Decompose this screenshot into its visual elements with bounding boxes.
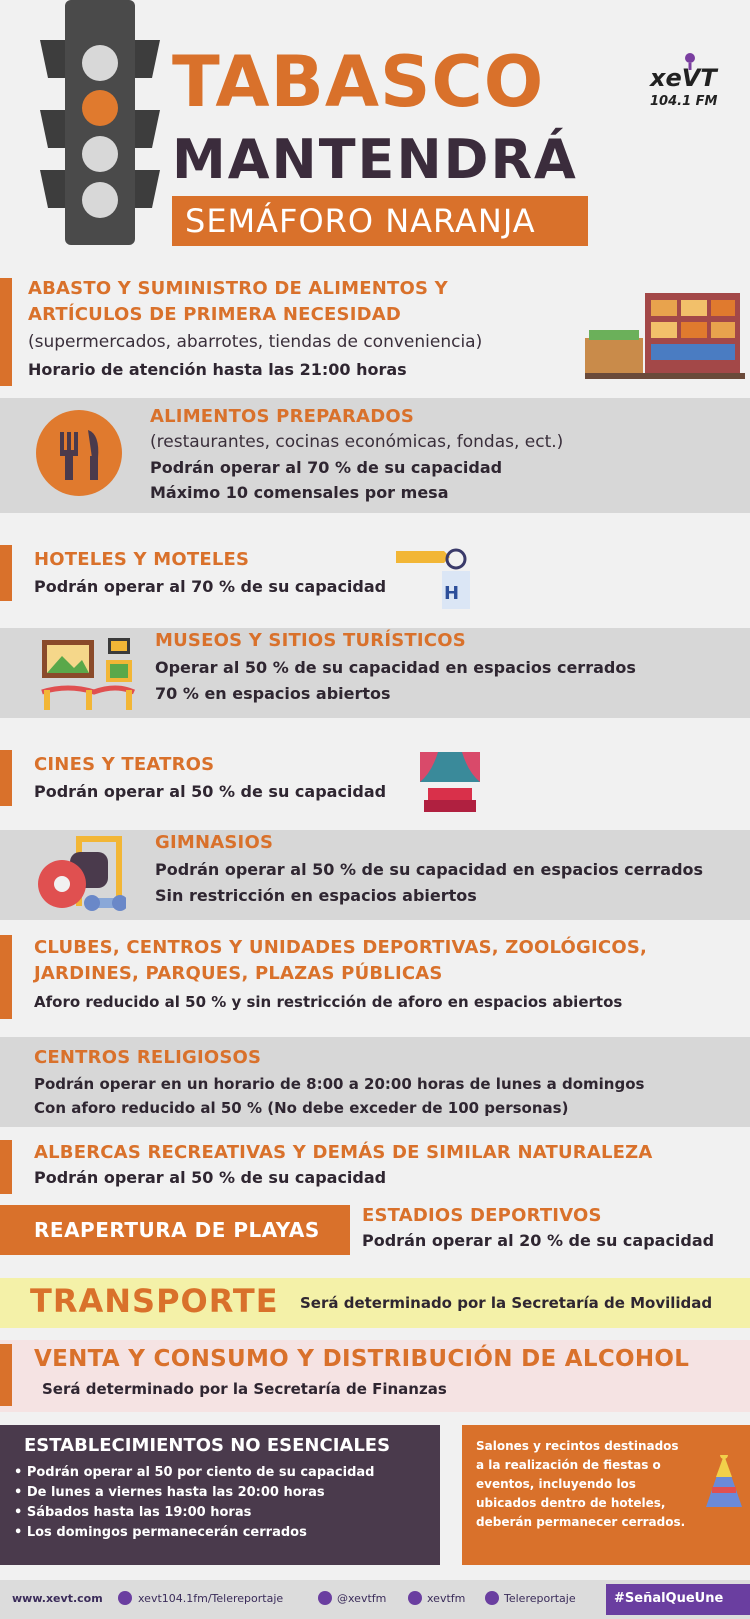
transporte-title: TRANSPORTE	[30, 1282, 279, 1320]
alcohol-title: VENTA Y CONSUMO Y DISTRIBUCIÓN DE ALCOHO…	[34, 1346, 690, 1372]
playas-banner	[0, 1205, 350, 1255]
no-esenciales-item: • Sábados hasta las 19:00 horas	[14, 1505, 252, 1520]
gimnasios-note2: Sin restricción en espacios abiertos	[155, 886, 477, 905]
footer-facebook[interactable]: xevt104.1fm/Telereportaje	[138, 1592, 284, 1605]
footer-youtube[interactable]: Telereportaje	[504, 1592, 576, 1605]
abasto-title1: ABASTO Y SUMINISTRO DE ALIMENTOS Y	[28, 278, 448, 299]
twitter-icon	[318, 1591, 332, 1605]
alimentos-title: ALIMENTOS PREPARADOS	[150, 406, 414, 427]
section-museos: MUSEOS Y SITIOS TURÍSTICOS Operar al 50 …	[0, 628, 750, 718]
salones-line4: ubicados dentro de hoteles,	[476, 1496, 666, 1510]
hotel-tag-letter: H	[444, 583, 460, 604]
accent-bar	[0, 1344, 12, 1406]
alimentos-note1: Podrán operar al 70 % de su capacidad	[150, 458, 503, 477]
religiosos-note2: Con aforo reducido al 50 % (No debe exce…	[34, 1099, 569, 1117]
section-no-esenciales: ESTABLECIMIENTOS NO ESENCIALES • Podrán …	[0, 1425, 440, 1565]
youtube-icon	[485, 1591, 499, 1605]
albercas-title: ALBERCAS RECREATIVAS Y DEMÁS DE SIMILAR …	[34, 1142, 653, 1163]
section-gimnasios: GIMNASIOS Podrán operar al 50 % de su ca…	[0, 830, 750, 920]
salones-line1: Salones y recintos destinados	[476, 1439, 679, 1453]
section-alcohol: VENTA Y CONSUMO Y DISTRIBUCIÓN DE ALCOHO…	[0, 1340, 750, 1412]
religiosos-title: CENTROS RELIGIOSOS	[34, 1047, 262, 1068]
section-abasto: ABASTO Y SUMINISTRO DE ALIMENTOS Y ARTÍC…	[0, 270, 750, 390]
accent-bar	[0, 750, 12, 806]
instagram-icon	[408, 1591, 422, 1605]
grocery-store-icon	[585, 288, 745, 383]
footer-website[interactable]: www.xevt.com	[12, 1592, 103, 1605]
no-esenciales-item: • Los domingos permanecerán cerrados	[14, 1525, 307, 1540]
albercas-note: Podrán operar al 50 % de su capacidad	[34, 1168, 387, 1187]
footer-twitter[interactable]: @xevtfm	[337, 1592, 387, 1605]
hotel-tag-icon	[396, 543, 476, 615]
party-hat-icon	[702, 1451, 746, 1515]
abasto-title2: ARTÍCULOS DE PRIMERA NECESIDAD	[28, 304, 402, 325]
accent-bar	[0, 545, 12, 601]
estadios-note: Podrán operar al 20 % de su capacidad	[362, 1231, 715, 1250]
museos-title: MUSEOS Y SITIOS TURÍSTICOS	[155, 630, 466, 651]
museum-icon	[38, 638, 138, 712]
section-clubes: CLUBES, CENTROS Y UNIDADES DEPORTIVAS, Z…	[0, 935, 750, 1025]
footer: www.xevt.com xevt104.1fm/Telereportaje @…	[0, 1580, 750, 1619]
title-line1: TABASCO	[172, 41, 545, 123]
no-esenciales-title: ESTABLECIMIENTOS NO ESENCIALES	[24, 1435, 391, 1456]
no-esenciales-item: • De lunes a viernes hasta las 20:00 hor…	[14, 1485, 325, 1500]
gimnasios-note1: Podrán operar al 50 % de su capacidad en…	[155, 860, 704, 879]
religiosos-note1: Podrán operar en un horario de 8:00 a 20…	[34, 1075, 645, 1093]
section-cines: CINES Y TEATROS Podrán operar al 50 % de…	[0, 750, 750, 820]
alimentos-detail: (restaurantes, cocinas económicas, fonda…	[150, 432, 564, 452]
cines-note: Podrán operar al 50 % de su capacidad	[34, 782, 387, 801]
section-albercas: ALBERCAS RECREATIVAS Y DEMÁS DE SIMILAR …	[0, 1140, 750, 1200]
fork-knife-icon	[36, 410, 122, 496]
salones-line2: a la realización de fiestas o	[476, 1458, 661, 1472]
no-esenciales-item: • Podrán operar al 50 por ciento de su c…	[14, 1465, 375, 1480]
title-line3: SEMÁFORO NARANJA	[185, 202, 536, 240]
hashtag-banner	[606, 1584, 750, 1615]
footer-hashtag[interactable]: #SeñalQueUne	[614, 1591, 724, 1606]
gimnasios-title: GIMNASIOS	[155, 832, 274, 853]
title-line3-banner	[172, 196, 588, 246]
playas-title: REAPERTURA DE PLAYAS	[34, 1218, 320, 1242]
section-hoteles: HOTELES Y MOTELES Podrán operar al 70 % …	[0, 545, 750, 615]
traffic-light-icon	[40, 0, 160, 245]
theater-icon	[420, 752, 480, 814]
transporte-note: Será determinado por la Secretaría de Mo…	[300, 1294, 713, 1312]
salones-line5: deberán permanecer cerrados.	[476, 1515, 686, 1529]
section-religiosos: CENTROS RELIGIOSOS Podrán operar en un h…	[0, 1037, 750, 1127]
cines-title: CINES Y TEATROS	[34, 754, 215, 775]
title-line2: MANTENDRÁ	[172, 128, 578, 191]
clubes-title1: CLUBES, CENTROS Y UNIDADES DEPORTIVAS, Z…	[34, 937, 648, 958]
footer-instagram[interactable]: xevtfm	[427, 1592, 466, 1605]
abasto-note: Horario de atención hasta las 21:00 hora…	[28, 360, 407, 379]
museos-note2: 70 % en espacios abiertos	[155, 684, 391, 703]
accent-bar	[0, 935, 12, 1019]
xevt-logo	[648, 52, 732, 112]
gym-icon	[36, 834, 128, 918]
alimentos-note2: Máximo 10 comensales por mesa	[150, 483, 449, 502]
facebook-icon	[118, 1591, 132, 1605]
hoteles-note: Podrán operar al 70 % de su capacidad	[34, 577, 387, 596]
section-playas-estadios: REAPERTURA DE PLAYAS ESTADIOS DEPORTIVOS…	[0, 1205, 750, 1260]
clubes-note: Aforo reducido al 50 % y sin restricción…	[34, 993, 623, 1011]
section-salones: Salones y recintos destinados a la reali…	[462, 1425, 750, 1565]
museos-note1: Operar al 50 % de su capacidad en espaci…	[155, 658, 636, 677]
section-transporte: TRANSPORTE Será determinado por la Secre…	[0, 1278, 750, 1328]
abasto-detail: (supermercados, abarrotes, tiendas de co…	[28, 332, 483, 352]
accent-bar	[0, 278, 12, 386]
logo-name: xeVT	[650, 64, 717, 92]
alcohol-note: Será determinado por la Secretaría de Fi…	[42, 1380, 447, 1398]
accent-bar	[0, 1140, 12, 1194]
logo-freq: 104.1 FM	[650, 94, 718, 109]
estadios-title: ESTADIOS DEPORTIVOS	[362, 1205, 602, 1226]
section-alimentos: ALIMENTOS PREPARADOS (restaurantes, coci…	[0, 398, 750, 513]
clubes-title2: JARDINES, PARQUES, PLAZAS PÚBLICAS	[34, 963, 443, 984]
salones-line3: eventos, incluyendo los	[476, 1477, 636, 1491]
hoteles-title: HOTELES Y MOTELES	[34, 549, 250, 570]
